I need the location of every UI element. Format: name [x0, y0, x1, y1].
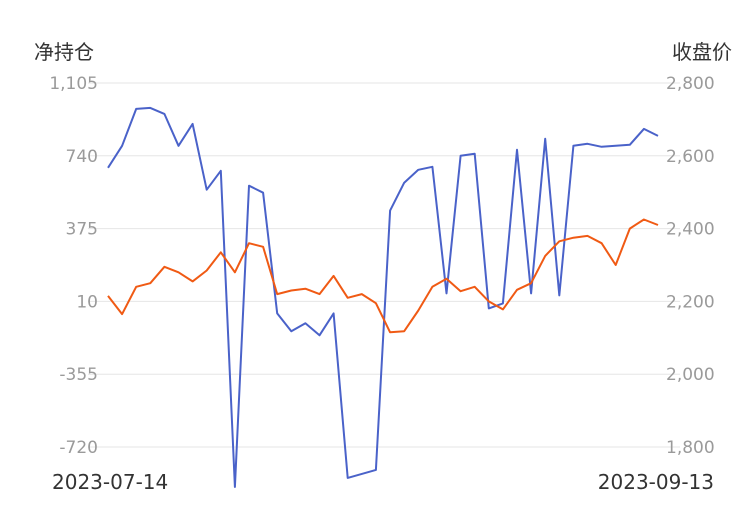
net-position-line — [107, 106, 659, 488]
right-tick-label: 2,600 — [666, 147, 715, 167]
right-tick-label: 1,800 — [666, 438, 715, 458]
left-tick-label: -720 — [59, 438, 98, 458]
right-tick-label: 2,800 — [666, 74, 715, 94]
right-tick-label: 2,400 — [666, 220, 715, 240]
left-tick-label: 10 — [76, 292, 98, 312]
left-tick-label: -355 — [59, 365, 98, 385]
left-tick-label: 740 — [66, 147, 98, 167]
right-tick-label: 2,200 — [666, 292, 715, 312]
x-axis-start-date: 2023-07-14 — [52, 470, 169, 494]
left-axis-title: 净持仓 — [34, 40, 94, 64]
left-tick-label: 375 — [66, 220, 98, 240]
close-price-line — [107, 218, 659, 334]
x-axis-end-date: 2023-09-13 — [597, 470, 714, 494]
right-axis-title: 收盘价 — [672, 40, 732, 64]
right-tick-label: 2,000 — [666, 365, 715, 385]
left-tick-label: 1,105 — [49, 74, 98, 94]
